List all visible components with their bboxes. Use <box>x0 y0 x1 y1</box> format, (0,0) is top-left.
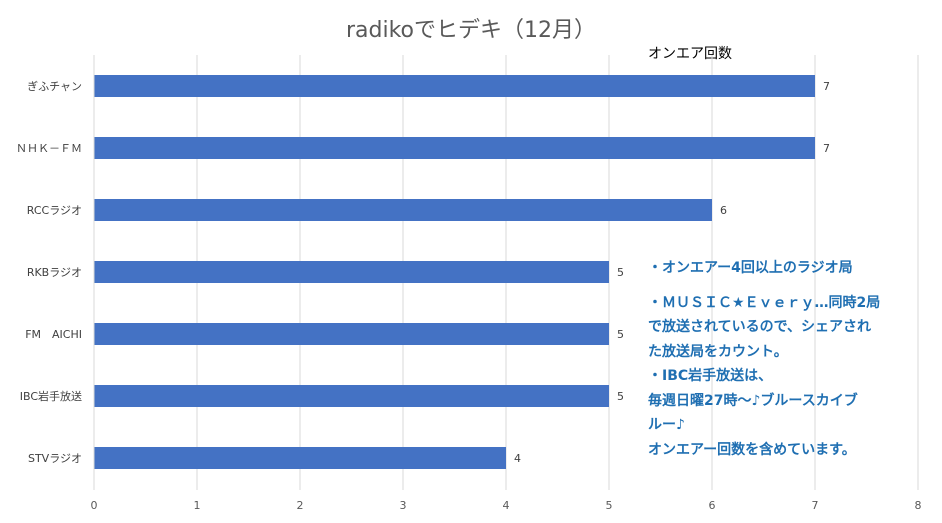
category-label: FM AICHI <box>25 328 82 341</box>
data-label: 4 <box>514 452 521 465</box>
data-label: 7 <box>823 142 830 155</box>
x-tick-label: 6 <box>709 499 716 512</box>
data-label: 5 <box>617 266 624 279</box>
category-label: IBC岩手放送 <box>20 389 82 403</box>
x-tick-label: 3 <box>400 499 407 512</box>
note-line: 毎週日曜27時～♪ブルースカイブ <box>648 392 858 409</box>
category-label: STVラジオ <box>28 452 82 465</box>
category-label: RCCラジオ <box>27 204 82 217</box>
x-tick-label: 7 <box>812 499 819 512</box>
bar <box>94 137 815 159</box>
bar <box>94 199 712 221</box>
bar <box>94 75 815 97</box>
x-tick-label: 2 <box>297 499 304 512</box>
note-line: た放送局をカウント。 <box>648 343 788 360</box>
note-line: ・IBC岩手放送は、 <box>648 368 773 384</box>
note-line: ・ＭＵＳＩＣ★Ｅｖｅｒｙ…同時2局 <box>648 294 881 311</box>
x-tick-label: 4 <box>503 499 510 512</box>
note-line: ・オンエアー4回以上のラジオ局 <box>648 260 853 276</box>
x-tick-label: 8 <box>915 499 922 512</box>
note-line: ルー♪ <box>648 417 685 433</box>
bar <box>94 261 609 283</box>
note-line: オンエアー回数を含めています。 <box>648 441 856 458</box>
note-line: で放送されているので、シェアされ <box>648 319 872 335</box>
data-label: 5 <box>617 390 624 403</box>
x-tick-label: 1 <box>194 499 201 512</box>
data-label: 7 <box>823 80 830 93</box>
bar <box>94 385 609 407</box>
x-tick-label: 5 <box>606 499 613 512</box>
chart-subtitle: オンエア回数 <box>648 46 732 62</box>
category-label: ぎふチャン <box>27 79 82 93</box>
annotation-box: ・オンエアー4回以上のラジオ局 ・ＭＵＳＩＣ★Ｅｖｅｒｙ…同時2局 で放送されて… <box>648 256 938 462</box>
bar <box>94 447 506 469</box>
data-label: 6 <box>720 204 727 217</box>
x-tick-label: 0 <box>91 499 98 512</box>
category-label: RKBラジオ <box>27 266 82 279</box>
data-label: 5 <box>617 328 624 341</box>
category-label: ＮＨＫ－ＦＭ <box>16 142 82 155</box>
chart-title: radikoでヒデキ（12月） <box>345 18 596 43</box>
bar <box>94 323 609 345</box>
